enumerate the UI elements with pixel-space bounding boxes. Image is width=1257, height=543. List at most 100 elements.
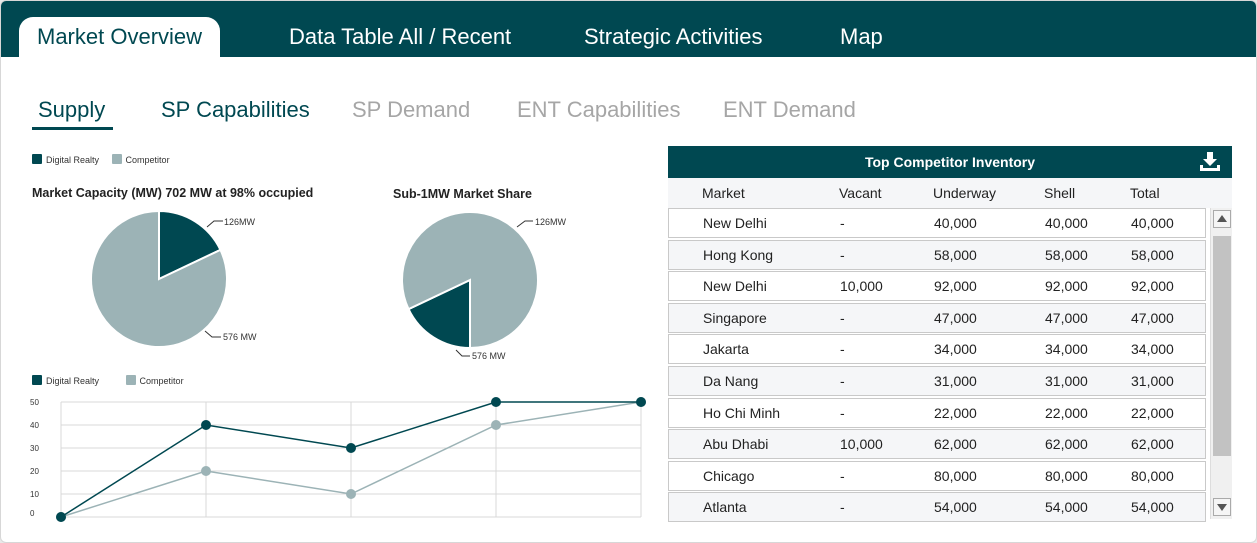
cell-total: 80,000 xyxy=(1131,467,1174,484)
pie-chart-sub1mw: 126MW 576 MW xyxy=(401,211,567,361)
table-row[interactable]: New Delhi - 40,000 40,000 40,000 xyxy=(668,208,1206,238)
cell-shell: 62,000 xyxy=(1045,436,1088,453)
cell-underway: 22,000 xyxy=(934,404,977,421)
cell-total: 34,000 xyxy=(1131,341,1174,358)
table-row[interactable]: Da Nang - 31,000 31,000 31,000 xyxy=(668,366,1206,396)
table-row[interactable]: Hong Kong - 58,000 58,000 58,000 xyxy=(668,239,1206,270)
pie2-slice-digital-realty xyxy=(407,278,471,350)
pie1-dr-leader xyxy=(206,220,223,228)
subtab-sp-capabilities[interactable]: SP Capabilities xyxy=(161,97,310,122)
cell-total: 40,000 xyxy=(1131,215,1174,231)
data-point-digital-realty xyxy=(346,443,356,453)
pie-title-sub1mw: Sub-1MW Market Share xyxy=(393,187,532,201)
table-row[interactable]: Singapore - 47,000 47,000 47,000 xyxy=(668,302,1206,333)
table-title-bar: Top Competitor Inventory xyxy=(668,146,1232,178)
cell-market: Abu Dhabi xyxy=(703,436,769,453)
col-header-shell[interactable]: Shell xyxy=(1044,185,1076,201)
cell-total: 31,000 xyxy=(1131,373,1174,389)
cell-underway: 62,000 xyxy=(934,436,977,453)
pie1-slice-competitor xyxy=(90,209,228,348)
table-title: Top Competitor Inventory xyxy=(864,154,1036,170)
data-point-digital-realty xyxy=(636,397,646,407)
cell-vacant: 10,000 xyxy=(840,436,883,453)
cell-market: Singapore xyxy=(703,309,767,326)
cell-market: Jakarta xyxy=(703,341,749,358)
y-tick-label: 10 xyxy=(30,490,39,499)
tab-data-table[interactable]: Data Table All / Recent xyxy=(289,24,512,49)
cell-total: 62,000 xyxy=(1131,436,1174,453)
competitor-inventory-table: Top Competitor Inventory Market Vacant U… xyxy=(668,146,1232,523)
pie-title-market-capacity: Market Capacity (MW) 702 MW at 98% occup… xyxy=(32,186,314,200)
y-tick-label: 40 xyxy=(30,421,39,430)
pie1-slices xyxy=(90,209,228,348)
table-scrollbar[interactable] xyxy=(1210,208,1232,519)
cell-shell: 92,000 xyxy=(1045,278,1088,295)
pie-legend: Digital Realty Competitor xyxy=(32,154,170,165)
cell-shell: 22,000 xyxy=(1045,404,1088,421)
table-row[interactable]: New Delhi 10,000 92,000 92,000 92,000 xyxy=(668,271,1206,302)
tab-strategic-activities[interactable]: Strategic Activities xyxy=(584,24,763,49)
legend-swatch-competitor xyxy=(125,375,136,385)
cell-underway: 47,000 xyxy=(934,309,977,326)
cell-vacant: - xyxy=(840,467,845,484)
subtab-supply[interactable]: Supply xyxy=(38,97,106,122)
cell-vacant: - xyxy=(840,246,845,263)
y-tick-label: 0 xyxy=(30,509,35,518)
table-body: New Delhi - 40,000 40,000 40,000 Hong Kong - 58… xyxy=(668,208,1206,523)
pie1-dr-label: 126MW xyxy=(224,217,256,227)
table-row[interactable]: Abu Dhabi 10,000 62,000 62,000 62,000 xyxy=(668,429,1206,460)
cell-market: Atlanta xyxy=(703,499,747,516)
line-legend: Digital Realty Competitor xyxy=(32,375,184,386)
pie2-comp-leader xyxy=(455,349,470,357)
cell-shell: 31,000 xyxy=(1045,373,1088,389)
table-row[interactable]: Chicago - 80,000 80,000 80,000 xyxy=(668,460,1206,491)
cell-total: 54,000 xyxy=(1131,499,1174,516)
download-icon[interactable] xyxy=(1198,150,1222,174)
cell-market: Hong Kong xyxy=(703,246,774,263)
subtab-sp-demand[interactable]: SP Demand xyxy=(352,97,471,122)
cell-market: Chicago xyxy=(703,467,755,484)
cell-total: 47,000 xyxy=(1131,309,1174,326)
data-point-competitor xyxy=(346,489,356,499)
top-nav-bar: Market Overview Data Table All / Recent … xyxy=(1,1,1256,57)
cell-market: New Delhi xyxy=(703,215,767,231)
col-header-underway[interactable]: Underway xyxy=(933,185,997,201)
legend-label-digital-realty: Digital Realty xyxy=(46,155,100,165)
tab-market-overview[interactable]: Market Overview xyxy=(19,17,221,57)
legend-swatch-competitor xyxy=(111,154,122,164)
cell-total: 22,000 xyxy=(1131,404,1174,421)
pie-chart-market-capacity: 126MW 576 MW xyxy=(90,209,257,348)
data-point-competitor xyxy=(201,466,211,476)
cell-vacant: - xyxy=(840,499,845,516)
cell-underway: 58,000 xyxy=(934,246,977,263)
scrollbar-thumb[interactable] xyxy=(1213,236,1231,456)
table-row[interactable]: Jakarta - 34,000 34,000 34,000 xyxy=(668,334,1206,365)
cell-shell: 58,000 xyxy=(1045,246,1088,263)
cell-vacant: - xyxy=(840,341,845,358)
table-row[interactable]: Atlanta - 54,000 54,000 54,000 xyxy=(668,492,1206,523)
line-chart: 50 40 30 20 10 0 xyxy=(30,397,646,522)
subtab-ent-capabilities[interactable]: ENT Capabilities xyxy=(517,97,681,122)
tab-map[interactable]: Map xyxy=(840,24,883,49)
cell-shell: 47,000 xyxy=(1045,309,1088,326)
cell-shell: 54,000 xyxy=(1045,499,1088,516)
scroll-down-arrow-icon[interactable] xyxy=(1213,498,1231,516)
col-header-vacant[interactable]: Vacant xyxy=(839,185,882,201)
cell-underway: 80,000 xyxy=(934,467,977,484)
legend-label-competitor: Competitor xyxy=(139,376,184,386)
legend-label-competitor: Competitor xyxy=(125,155,170,165)
cell-underway: 54,000 xyxy=(934,499,977,516)
data-point-digital-realty xyxy=(56,512,66,522)
subtab-ent-demand[interactable]: ENT Demand xyxy=(723,97,856,122)
cell-vacant: - xyxy=(840,404,845,421)
scroll-up-arrow-icon[interactable] xyxy=(1213,210,1231,228)
col-header-total[interactable]: Total xyxy=(1130,185,1160,201)
table-row[interactable]: Ho Chi Minh - 22,000 22,000 22,000 xyxy=(668,397,1206,428)
cell-underway: 31,000 xyxy=(934,373,977,389)
cell-total: 58,000 xyxy=(1131,246,1174,263)
y-tick-label: 20 xyxy=(30,467,39,476)
legend-label-digital-realty: Digital Realty xyxy=(46,376,100,386)
col-header-market[interactable]: Market xyxy=(702,185,745,201)
y-tick-label: 30 xyxy=(30,444,39,453)
